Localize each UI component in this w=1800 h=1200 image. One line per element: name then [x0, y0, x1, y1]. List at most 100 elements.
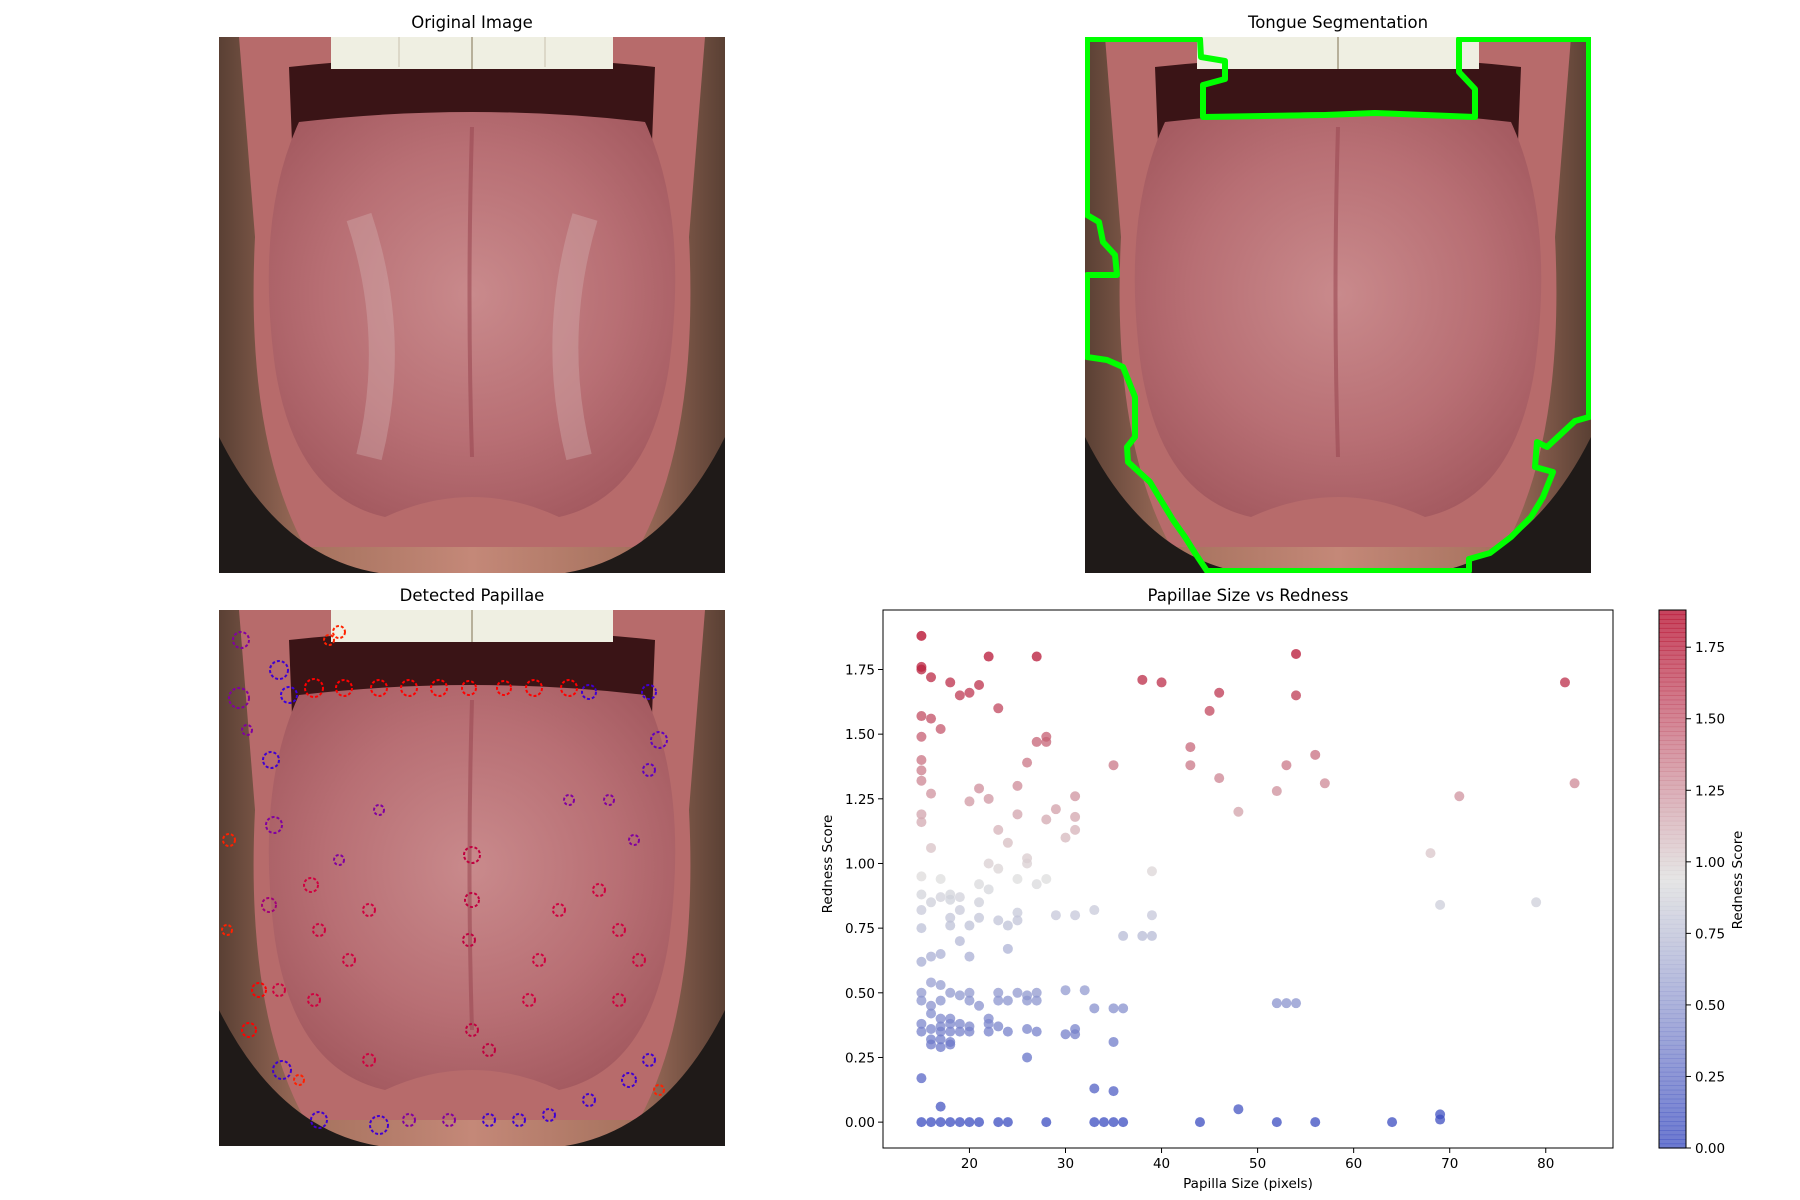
colorbar-segment	[1659, 905, 1686, 911]
colorbar-segment	[1659, 1094, 1686, 1100]
scatter-point	[916, 731, 927, 742]
papilla-marker	[373, 804, 385, 816]
papilla-marker	[221, 924, 233, 936]
colorbar-segment	[1659, 1013, 1686, 1019]
papilla-marker	[582, 1093, 596, 1107]
scatter-point	[1012, 780, 1023, 791]
scatter-point	[1050, 804, 1061, 815]
papilla-marker	[464, 892, 480, 908]
scatter-point	[993, 703, 1004, 714]
colorbar-label: Redness Score	[1730, 831, 1746, 930]
segmentation-image	[1085, 37, 1591, 573]
scatter-point	[1281, 760, 1292, 771]
y-tick-label: 0.25	[845, 1050, 875, 1066]
papilla-marker	[272, 1060, 292, 1080]
colorbar-tick-label: 0.25	[1695, 1069, 1725, 1085]
colorbar-segment	[1659, 1035, 1686, 1041]
papilla-marker	[222, 833, 236, 847]
scatter-point	[1031, 995, 1042, 1006]
papilla-marker	[307, 993, 321, 1007]
scatter-point	[964, 987, 975, 998]
scatter-point	[945, 677, 956, 688]
papilla-marker	[303, 877, 319, 893]
colorbar-segment	[1659, 722, 1686, 728]
scatter-point	[964, 995, 975, 1006]
scatter-point	[1022, 1024, 1033, 1035]
colorbar-segment	[1659, 708, 1686, 714]
tongue-photo	[219, 37, 725, 573]
scatter-point	[945, 920, 956, 931]
papilla-marker	[482, 1043, 496, 1057]
scatter-point	[1454, 791, 1465, 802]
scatter-point	[993, 915, 1004, 926]
scatter-point	[1108, 760, 1119, 771]
scatter-point	[993, 863, 1004, 874]
papilla-marker	[280, 686, 298, 704]
scatter-point	[916, 1117, 927, 1128]
papilla-marker	[430, 679, 448, 697]
scatter-point	[983, 884, 994, 895]
colorbar-segment	[1659, 807, 1686, 813]
y-tick-label: 1.50	[845, 727, 875, 743]
papilla-marker	[628, 834, 640, 846]
scatter-point	[935, 874, 946, 884]
scatter-point	[926, 1000, 937, 1011]
scatter-point	[1041, 874, 1052, 884]
papilla-marker	[525, 679, 543, 697]
scatter-point	[1271, 786, 1282, 797]
scatter-point	[1108, 1086, 1119, 1097]
colorbar-segment	[1659, 1058, 1686, 1064]
papilla-marker	[269, 660, 289, 680]
colorbar-segment	[1659, 1134, 1686, 1140]
scatter-point	[983, 1026, 994, 1037]
colorbar-segment	[1659, 1112, 1686, 1118]
scatter-point	[916, 1018, 927, 1029]
scatter-point	[1118, 930, 1129, 941]
scatter-point	[1559, 677, 1570, 688]
scatter-title: Papillae Size vs Redness	[1147, 586, 1349, 605]
papilla-marker	[581, 684, 597, 700]
scatter-point	[1425, 848, 1436, 859]
scatter-point	[964, 1117, 975, 1128]
colorbar-segment	[1659, 919, 1686, 925]
colorbar-segment	[1659, 1044, 1686, 1050]
scatter-point	[916, 755, 927, 766]
colorbar-segment	[1659, 757, 1686, 764]
colorbar-segment	[1659, 1130, 1686, 1136]
colorbar-segment	[1659, 731, 1686, 737]
papilla-marker	[461, 680, 477, 696]
scatter-point	[1089, 1117, 1100, 1128]
y-axis-label: Redness Score	[820, 815, 836, 914]
scatter-point	[935, 980, 946, 991]
papilla-marker	[369, 1115, 389, 1135]
scatter-point	[926, 977, 937, 988]
colorbar-segment	[1659, 1098, 1686, 1104]
colorbar-segment	[1659, 896, 1686, 903]
scatter-point	[1156, 677, 1167, 688]
scatter-point	[926, 842, 937, 853]
colorbar-tick-label: 0.50	[1695, 998, 1725, 1014]
papilla-marker	[653, 1084, 665, 1096]
colorbar-segment	[1659, 717, 1686, 723]
colorbar-segment	[1659, 1143, 1686, 1149]
colorbar-segment	[1659, 982, 1686, 988]
scatter-point	[1070, 910, 1081, 921]
colorbar-segment	[1659, 641, 1686, 647]
scatter-point	[945, 1018, 956, 1029]
scatter-point	[1089, 905, 1100, 916]
colorbar-segment	[1659, 1071, 1686, 1077]
scatter-point	[916, 987, 927, 998]
scatter-point	[1022, 858, 1033, 869]
colorbar-tick-label: 1.75	[1695, 640, 1725, 656]
scatter-point	[916, 765, 927, 776]
colorbar-segment	[1659, 914, 1686, 920]
colorbar-segment	[1659, 816, 1686, 822]
papilla-marker	[642, 1053, 656, 1067]
scatter-point	[983, 858, 994, 869]
colorbar-tick-label: 0.75	[1695, 926, 1725, 942]
colorbar-segment	[1659, 883, 1686, 889]
scatter-point	[974, 879, 985, 890]
scatter-point	[926, 1039, 937, 1050]
papilla-marker	[323, 634, 335, 646]
papillae-image	[219, 610, 725, 1146]
